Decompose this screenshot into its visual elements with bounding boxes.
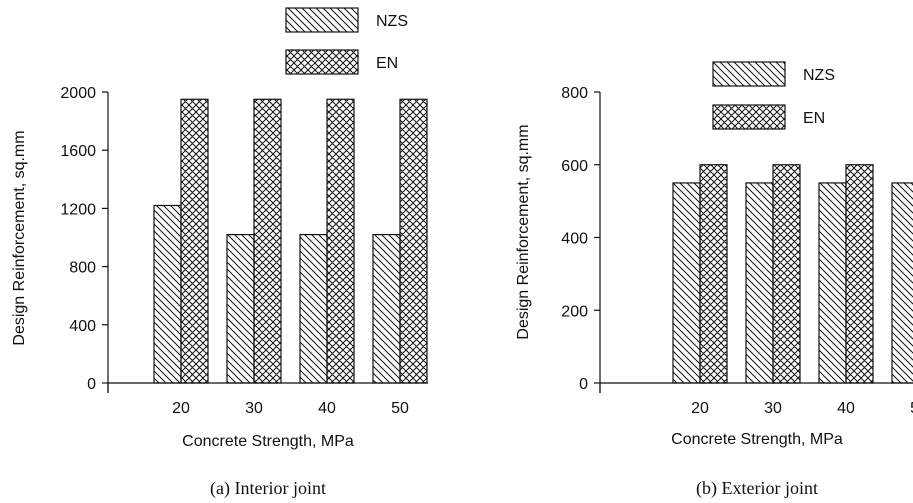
caption-b: (b) Exterior joint <box>696 478 818 499</box>
x-tick-label-a: 40 <box>318 400 336 417</box>
y-tick-label-a: 1600 <box>60 143 96 160</box>
bar-nzs-20-b <box>672 182 701 384</box>
x-tick-label-a: 30 <box>245 400 263 417</box>
y-tick-label-b: 0 <box>579 376 588 393</box>
legend-label-en-b: EN <box>803 110 825 127</box>
bar-en-30-b <box>772 164 801 384</box>
bar-nzs-30-b <box>745 182 774 384</box>
x-tick-label-a: 20 <box>172 400 190 417</box>
bar-en-40-b <box>845 164 874 384</box>
x-tick-label-b: 20 <box>691 400 709 417</box>
legend-swatch-en-a <box>285 49 359 75</box>
y-tick-label-a: 2000 <box>60 85 96 102</box>
bar-nzs-40-a <box>299 233 328 384</box>
caption-a: (a) Interior joint <box>210 478 326 499</box>
bar-nzs-50-b <box>891 182 913 384</box>
legend-swatch-nzs-b <box>712 61 786 87</box>
bar-en-20-a <box>180 98 209 384</box>
x-tick-label-b: 30 <box>764 400 782 417</box>
y-tick-label-a: 1200 <box>60 201 96 218</box>
legend-swatch-en-b <box>712 104 786 130</box>
bar-en-50-a <box>399 98 428 384</box>
bar-en-40-a <box>326 98 355 384</box>
y-tick-label-b: 200 <box>561 303 588 320</box>
x-tick-label-b: 50 <box>910 400 913 417</box>
bar-nzs-40-b <box>818 182 847 384</box>
legend-label-nzs-b: NZS <box>803 67 835 84</box>
legend-label-nzs-a: NZS <box>376 13 408 30</box>
y-tick-label-b: 600 <box>561 158 588 175</box>
bar-en-20-b <box>699 164 728 384</box>
y-axis-label-a: Design Reinforcement, sq.mm <box>11 130 28 345</box>
legend-label-en-a: EN <box>376 55 398 72</box>
x-tick-label-b: 40 <box>837 400 855 417</box>
y-tick-label-a: 0 <box>87 376 96 393</box>
y-tick-label-b: 400 <box>561 231 588 248</box>
plot-area-a: 0 400 800 1200 1600 2000 20 30 40 50 NZS EN <box>60 7 428 417</box>
plot-area-b: 0 200 400 600 800 20 30 40 50 NZS EN <box>561 61 913 417</box>
x-tick-label-a: 50 <box>391 400 409 417</box>
bar-nzs-30-a <box>226 233 255 384</box>
bar-nzs-50-a <box>372 233 401 384</box>
chart-interior-joint: 0 400 800 1200 1600 2000 20 30 40 50 NZS EN Concret… <box>11 7 428 499</box>
x-axis-label-b: Concrete Strength, MPa <box>671 431 843 448</box>
bar-en-30-a <box>253 98 282 384</box>
y-tick-label-a: 400 <box>69 318 96 335</box>
y-axis-label-b: Design Reinforcement, sq.mm <box>515 124 532 339</box>
x-axis-label-a: Concrete Strength, MPa <box>182 433 354 450</box>
y-tick-label-a: 800 <box>69 260 96 277</box>
y-tick-label-b: 800 <box>561 85 588 102</box>
chart-exterior-joint: 0 200 400 600 800 20 30 40 50 NZS EN Concrete Stre… <box>515 61 913 499</box>
bar-nzs-20-a <box>153 204 182 384</box>
legend-swatch-nzs-a <box>285 7 359 33</box>
